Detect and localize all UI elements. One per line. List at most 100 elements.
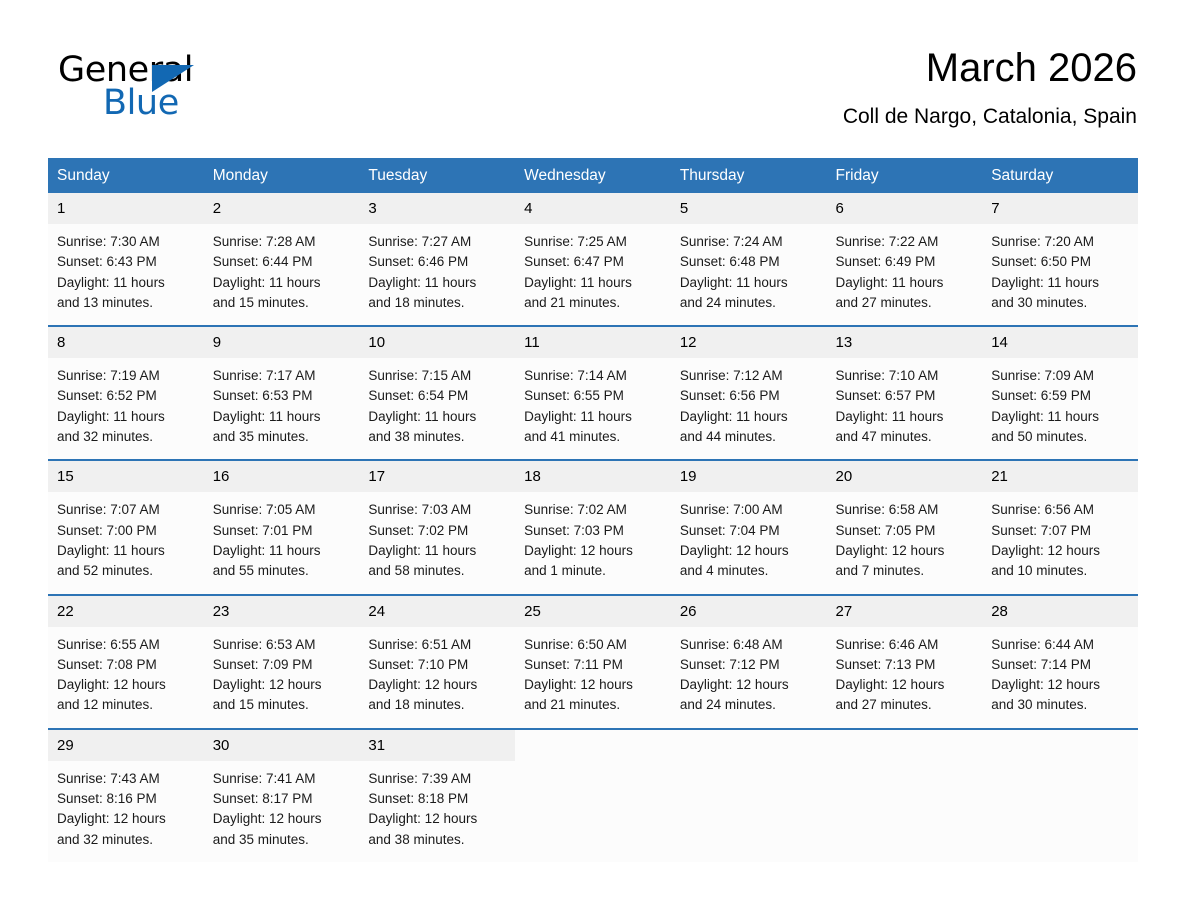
day-cell[interactable]: 30 Sunrise: 7:41 AM Sunset: 8:17 PM Dayl… <box>203 727 360 862</box>
day-cell[interactable]: 20 Sunrise: 6:58 AM Sunset: 7:05 PM Dayl… <box>826 459 983 595</box>
day-cell[interactable]: 17 Sunrise: 7:03 AM Sunset: 7:02 PM Dayl… <box>359 459 516 595</box>
sunrise-text: Sunrise: 7:14 AM <box>524 368 627 384</box>
daylight-text-line1: Daylight: 11 hours <box>679 408 788 424</box>
daylight-text-line1: Daylight: 12 hours <box>835 677 945 693</box>
day-number: 1 <box>48 193 204 224</box>
daylight-text-line1: Daylight: 11 hours <box>212 408 321 424</box>
day-cell[interactable]: 26 Sunrise: 6:48 AM Sunset: 7:12 PM Dayl… <box>670 593 827 729</box>
day-cell[interactable]: 19 Sunrise: 7:00 AM Sunset: 7:04 PM Dayl… <box>670 459 827 595</box>
day-cell[interactable]: 31 Sunrise: 7:39 AM Sunset: 8:18 PM Dayl… <box>359 727 516 862</box>
day-number: 14 <box>982 327 1138 359</box>
day-cell[interactable]: 21 Sunrise: 6:56 AM Sunset: 7:07 PM Dayl… <box>982 459 1138 595</box>
day-cell[interactable]: 14 Sunrise: 7:09 AM Sunset: 6:59 PM Dayl… <box>982 325 1138 461</box>
daylight-text-line2: and 41 minutes. <box>524 429 621 445</box>
day-details: Sunrise: 6:53 AM Sunset: 7:09 PM Dayligh… <box>204 627 360 728</box>
day-details: Sunrise: 7:10 AM Sunset: 6:57 PM Dayligh… <box>827 358 983 459</box>
daylight-text-line2: and 32 minutes. <box>57 429 154 445</box>
daylight-text-line2: and 27 minutes. <box>835 294 932 310</box>
day-details: Sunrise: 6:44 AM Sunset: 7:14 PM Dayligh… <box>982 627 1138 728</box>
sunset-text: Sunset: 7:05 PM <box>835 522 936 538</box>
daylight-text-line2: and 38 minutes. <box>368 429 465 445</box>
day-details: Sunrise: 7:39 AM Sunset: 8:18 PM Dayligh… <box>359 761 515 862</box>
day-cell[interactable]: 6 Sunrise: 7:22 AM Sunset: 6:49 PM Dayli… <box>826 193 983 327</box>
daylight-text-line1: Daylight: 12 hours <box>679 677 789 693</box>
day-cell[interactable]: 3 Sunrise: 7:27 AM Sunset: 6:46 PM Dayli… <box>359 193 516 327</box>
day-number: 10 <box>359 327 516 359</box>
sunrise-text: Sunrise: 6:58 AM <box>835 502 939 518</box>
weekday-header-tuesday: Tuesday <box>359 158 516 193</box>
sunrise-text: Sunrise: 7:22 AM <box>835 234 939 249</box>
day-cell[interactable]: 2 Sunrise: 7:28 AM Sunset: 6:44 PM Dayli… <box>203 193 360 327</box>
sunset-text: Sunset: 6:57 PM <box>835 388 936 404</box>
daylight-text-line2: and 44 minutes. <box>679 429 776 445</box>
day-cell[interactable]: 15 Sunrise: 7:07 AM Sunset: 7:00 PM Dayl… <box>48 459 204 595</box>
general-blue-logo: General Blue <box>58 52 288 128</box>
day-cell[interactable]: 24 Sunrise: 6:51 AM Sunset: 7:10 PM Dayl… <box>359 593 516 729</box>
day-cell-empty <box>515 727 671 862</box>
day-cell[interactable]: 18 Sunrise: 7:02 AM Sunset: 7:03 PM Dayl… <box>515 459 671 595</box>
daylight-text-line1: Daylight: 12 hours <box>57 811 166 827</box>
day-cell[interactable]: 1 Sunrise: 7:30 AM Sunset: 6:43 PM Dayli… <box>48 193 204 327</box>
daylight-text-line1: Daylight: 11 hours <box>524 274 632 290</box>
sunrise-text: Sunrise: 7:19 AM <box>57 368 160 384</box>
day-cell[interactable]: 25 Sunrise: 6:50 AM Sunset: 7:11 PM Dayl… <box>515 593 671 729</box>
day-number <box>670 729 827 761</box>
day-cell[interactable]: 16 Sunrise: 7:05 AM Sunset: 7:01 PM Dayl… <box>203 459 360 595</box>
day-number: 31 <box>359 729 516 761</box>
sunrise-text: Sunrise: 7:10 AM <box>835 368 939 384</box>
day-cell[interactable]: 9 Sunrise: 7:17 AM Sunset: 6:53 PM Dayli… <box>203 325 360 461</box>
day-cell[interactable]: 10 Sunrise: 7:15 AM Sunset: 6:54 PM Dayl… <box>359 325 516 461</box>
day-cell[interactable]: 4 Sunrise: 7:25 AM Sunset: 6:47 PM Dayli… <box>515 193 671 327</box>
sunset-text: Sunset: 7:12 PM <box>679 656 780 672</box>
daylight-text-line1: Daylight: 12 hours <box>212 811 322 827</box>
sunrise-text: Sunrise: 7:25 AM <box>524 234 627 249</box>
day-cell[interactable]: 11 Sunrise: 7:14 AM Sunset: 6:55 PM Dayl… <box>515 325 671 461</box>
day-number: 28 <box>982 595 1138 627</box>
logo-triangle-icon <box>152 65 194 92</box>
day-cell[interactable]: 22 Sunrise: 6:55 AM Sunset: 7:08 PM Dayl… <box>48 593 204 729</box>
day-cell[interactable]: 27 Sunrise: 6:46 AM Sunset: 7:13 PM Dayl… <box>826 593 983 729</box>
sunrise-text: Sunrise: 7:39 AM <box>368 770 472 786</box>
day-cell[interactable]: 23 Sunrise: 6:53 AM Sunset: 7:09 PM Dayl… <box>203 593 360 729</box>
day-cell[interactable]: 13 Sunrise: 7:10 AM Sunset: 6:57 PM Dayl… <box>826 325 983 461</box>
daylight-text-line1: Daylight: 12 hours <box>835 542 945 558</box>
sunset-text: Sunset: 7:03 PM <box>524 522 624 538</box>
daylight-text-line2: and 21 minutes. <box>524 294 621 310</box>
day-cell[interactable]: 29 Sunrise: 7:43 AM Sunset: 8:16 PM Dayl… <box>48 727 204 862</box>
weekday-header-thursday: Thursday <box>670 158 827 193</box>
daylight-text-line2: and 24 minutes. <box>679 294 776 310</box>
day-cell[interactable]: 8 Sunrise: 7:19 AM Sunset: 6:52 PM Dayli… <box>48 325 204 461</box>
daylight-text-line2: and 27 minutes. <box>835 697 932 713</box>
day-number <box>515 729 671 761</box>
day-details: Sunrise: 7:27 AM Sunset: 6:46 PM Dayligh… <box>359 224 515 325</box>
sunset-text: Sunset: 6:48 PM <box>679 254 780 270</box>
logo-text-blue: Blue <box>103 83 179 123</box>
sunset-text: Sunset: 7:00 PM <box>57 522 157 538</box>
day-number: 3 <box>359 193 516 224</box>
sunset-text: Sunset: 6:47 PM <box>524 254 624 270</box>
daylight-text-line2: and 24 minutes. <box>679 697 776 713</box>
day-cell[interactable]: 7 Sunrise: 7:20 AM Sunset: 6:50 PM Dayli… <box>982 193 1138 327</box>
day-cell[interactable]: 12 Sunrise: 7:12 AM Sunset: 6:56 PM Dayl… <box>670 325 827 461</box>
day-number: 7 <box>982 193 1138 224</box>
day-number: 23 <box>203 595 360 627</box>
day-number: 22 <box>48 595 204 627</box>
day-details <box>671 761 827 853</box>
day-number: 4 <box>515 193 671 224</box>
daylight-text-line1: Daylight: 12 hours <box>991 677 1101 693</box>
daylight-text-line1: Daylight: 12 hours <box>57 677 166 693</box>
sunset-text: Sunset: 6:53 PM <box>212 388 313 404</box>
sunrise-text: Sunrise: 7:28 AM <box>212 234 316 249</box>
daylight-text-line1: Daylight: 11 hours <box>57 408 165 424</box>
day-cell[interactable]: 28 Sunrise: 6:44 AM Sunset: 7:14 PM Dayl… <box>982 593 1138 729</box>
daylight-text-line1: Daylight: 11 hours <box>991 274 1100 290</box>
day-details: Sunrise: 7:15 AM Sunset: 6:54 PM Dayligh… <box>359 358 515 459</box>
daylight-text-line2: and 32 minutes. <box>57 831 154 847</box>
day-cell[interactable]: 5 Sunrise: 7:24 AM Sunset: 6:48 PM Dayli… <box>670 193 827 327</box>
day-details: Sunrise: 7:24 AM Sunset: 6:48 PM Dayligh… <box>671 224 827 325</box>
daylight-text-line2: and 35 minutes. <box>212 831 309 847</box>
week-row: 22 Sunrise: 6:55 AM Sunset: 7:08 PM Dayl… <box>48 593 1138 729</box>
sunset-text: Sunset: 7:07 PM <box>991 522 1092 538</box>
sunset-text: Sunset: 7:08 PM <box>57 656 157 672</box>
